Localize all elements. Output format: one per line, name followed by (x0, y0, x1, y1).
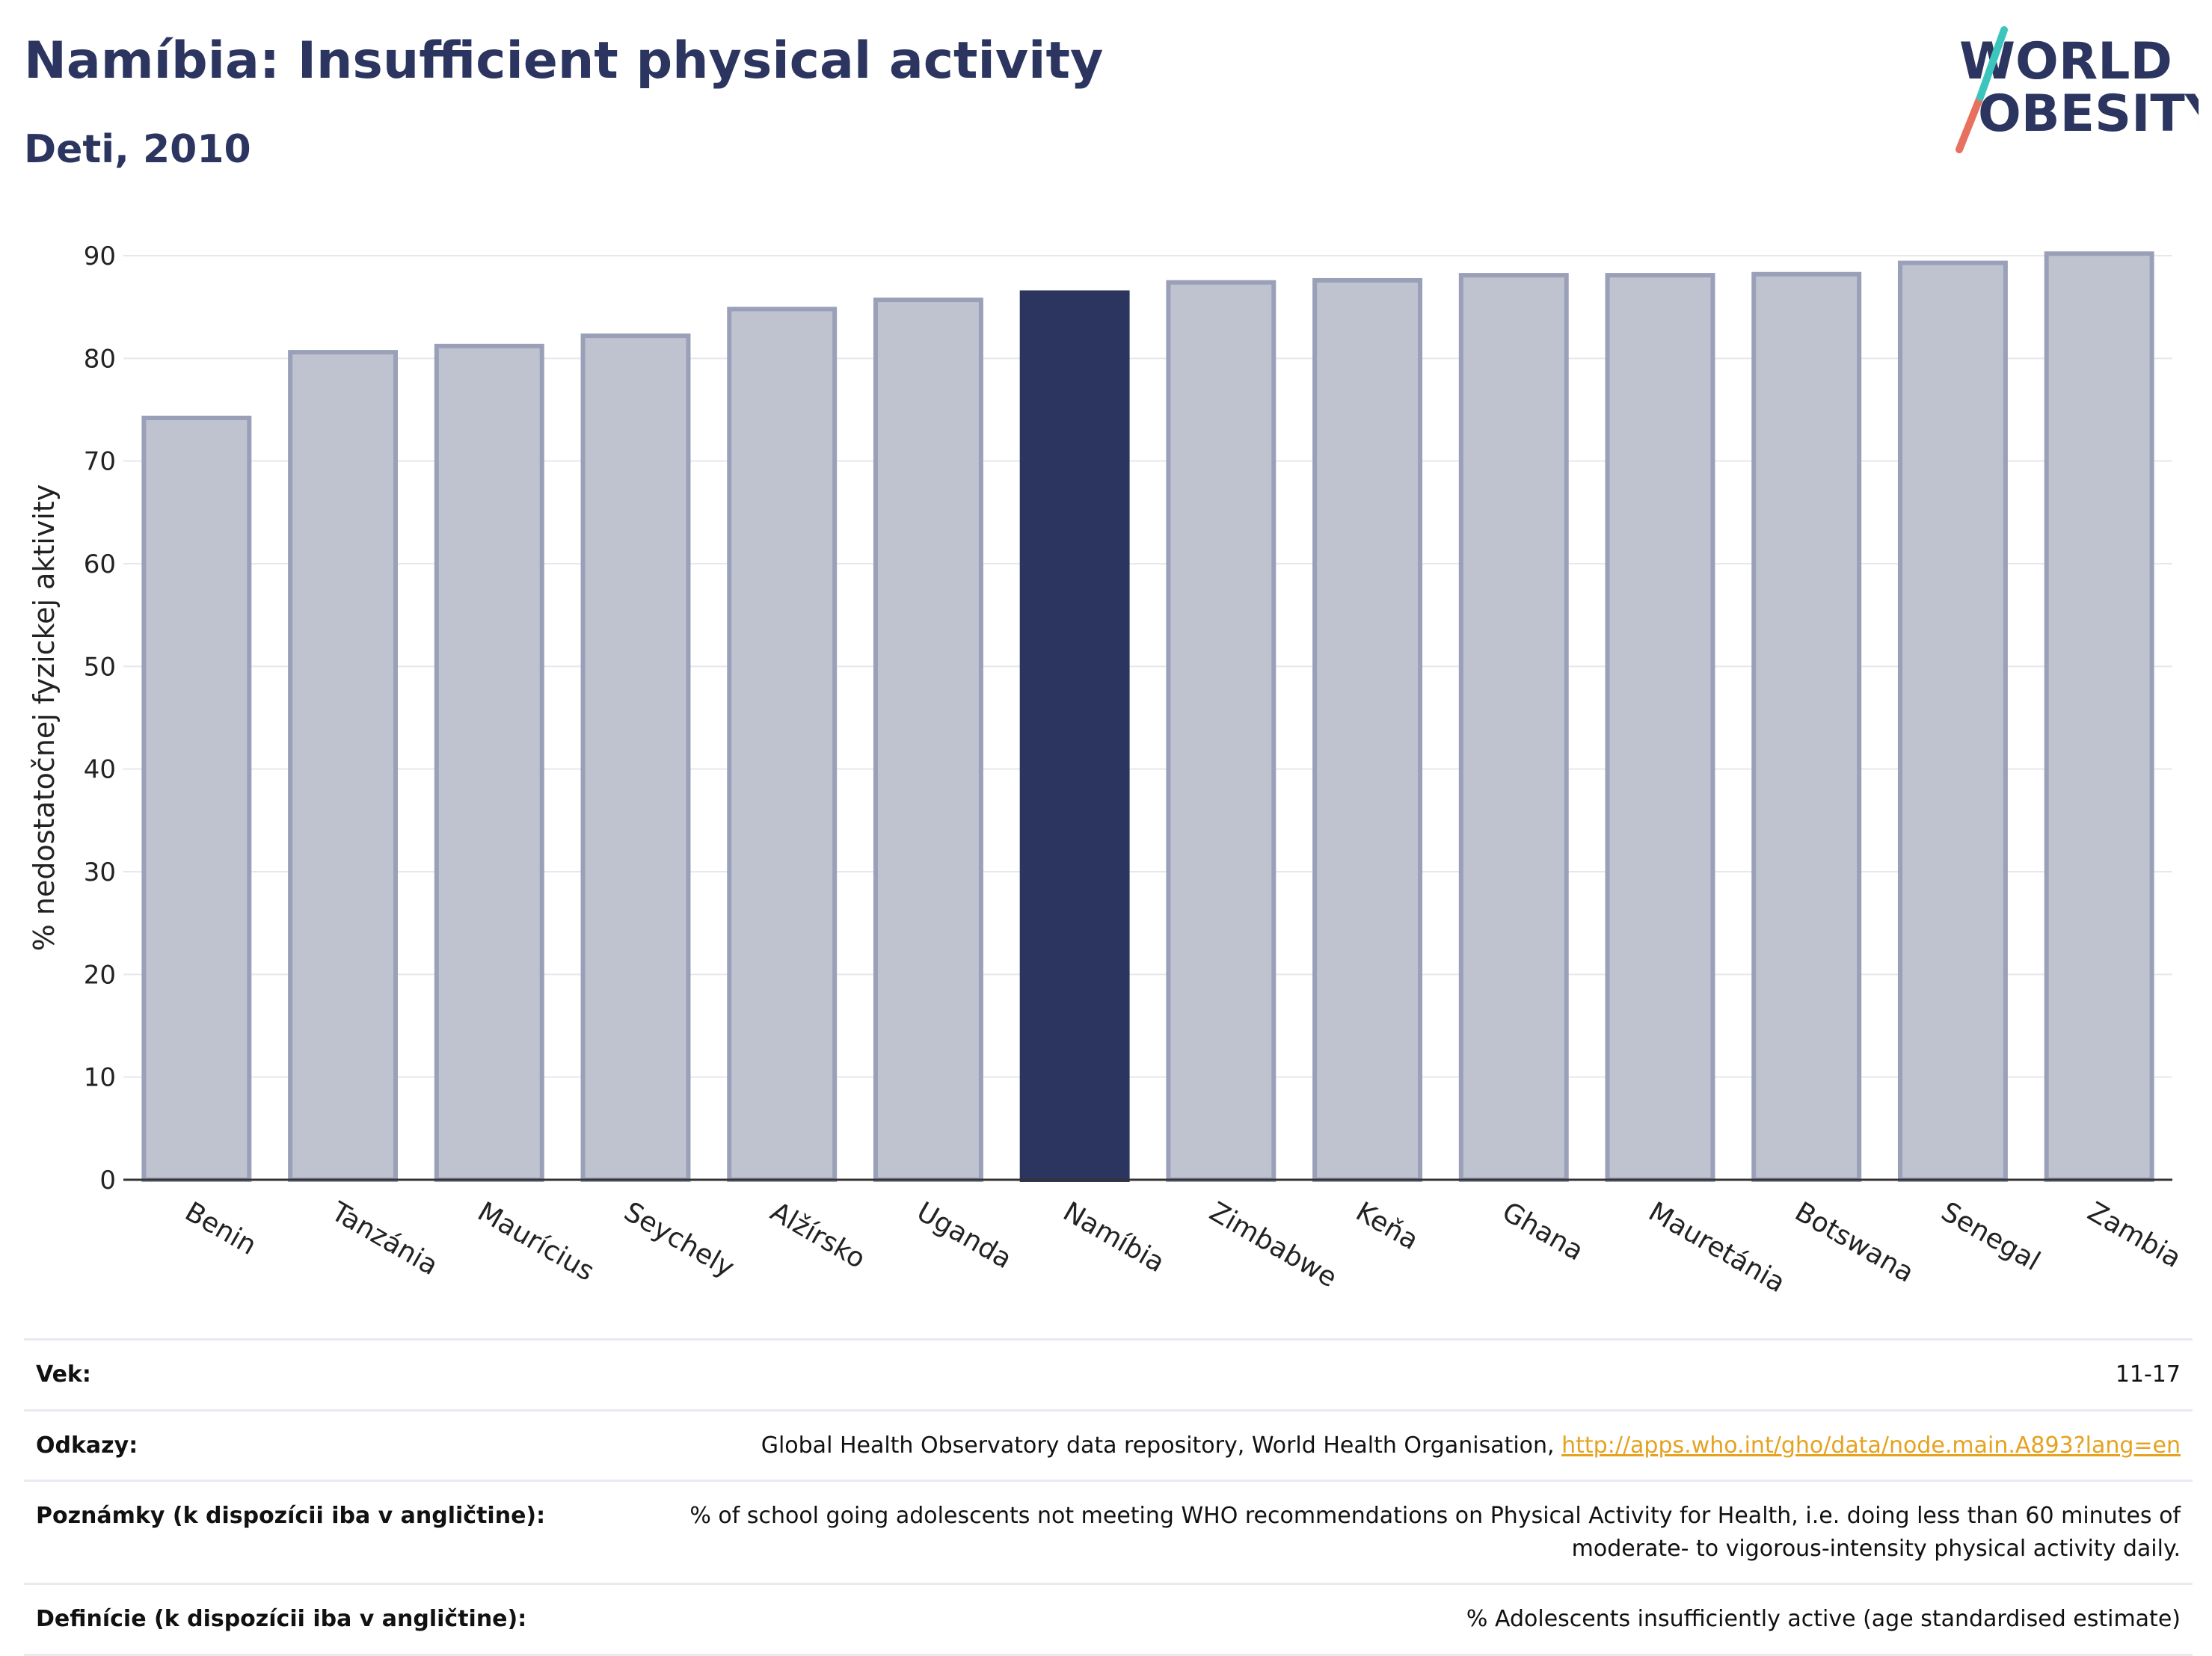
chart-title: Namíbia: Insufficient physical activity (24, 31, 1104, 90)
bar-benin[interactable] (141, 415, 252, 1182)
chart-subtitle: Deti, 2010 (24, 127, 251, 172)
x-tick-label: Alžírsko (765, 1196, 870, 1275)
x-axis-labels: Benin Tanzánia Maurícius Seychely Alžírsko Ug… (179, 1196, 2186, 1299)
y-tick-label: 80 (84, 344, 116, 374)
bar-keňa[interactable] (1312, 277, 1423, 1183)
y-tick-label: 30 (84, 858, 116, 887)
info-value-text: 11-17 (2115, 1361, 2181, 1388)
info-row: Definície (k dispozícii iba v angličtine… (24, 1583, 2193, 1656)
info-value: % Adolescents insufficiently active (age… (616, 1583, 2193, 1656)
x-tick-label: Mauretánia (1644, 1196, 1790, 1299)
bar-maurícius[interactable] (434, 343, 544, 1182)
bar-alžírsko[interactable] (727, 307, 838, 1182)
info-value-text: % Adolescents insufficiently active (age… (1466, 1606, 2181, 1632)
info-key: Poznámky (k dispozícii iba v angličtine)… (24, 1480, 616, 1585)
bar-namíbia[interactable] (1019, 290, 1130, 1183)
info-table: Vek: 11-17 Odkazy: Global Health Observator… (24, 1338, 2193, 1656)
x-tick-label: Ghana (1497, 1196, 1588, 1266)
x-tick-label: Tanzánia (325, 1196, 443, 1281)
info-value: Global Health Observatory data repositor… (616, 1409, 2193, 1482)
info-key: Odkazy: (24, 1409, 616, 1482)
bar-ghana[interactable] (1458, 273, 1569, 1182)
x-tick-label: Botswana (1789, 1196, 1919, 1288)
info-key: Definície (k dispozícii iba v angličtine… (24, 1583, 616, 1656)
bar-seychely[interactable] (580, 333, 691, 1182)
info-value: 11-17 (616, 1338, 2193, 1412)
y-tick-label: 10 (84, 1063, 116, 1093)
x-tick-label: Zambia (2083, 1196, 2187, 1274)
bar-zambia[interactable] (2044, 251, 2154, 1183)
y-tick-label: 50 (84, 652, 116, 682)
info-row: Vek: 11-17 (24, 1338, 2193, 1412)
info-value-text: Global Health Observatory data repositor… (761, 1432, 1555, 1459)
x-tick-label: Maurícius (473, 1196, 600, 1287)
y-tick-label: 40 (84, 755, 116, 785)
x-tick-label: Namíbia (1058, 1196, 1170, 1278)
info-value: % of school going adolescents not meetin… (616, 1480, 2193, 1585)
bar-senegal[interactable] (1897, 260, 2008, 1183)
y-axis-ticks: 0 10 20 30 40 50 60 70 80 90 (84, 241, 116, 1195)
x-tick-label: Keňa (1351, 1196, 1423, 1256)
logo-line2: OBESITY (1978, 84, 2199, 144)
x-tick-label: Seychely (619, 1196, 740, 1284)
y-tick-label: 70 (84, 447, 116, 477)
info-value-text: % of school going adolescents not meetin… (689, 1503, 2181, 1562)
info-row: Odkazy: Global Health Observatory data re… (24, 1409, 2193, 1482)
x-tick-label: Senegal (1936, 1196, 2045, 1277)
y-tick-label: 60 (84, 550, 116, 579)
info-key: Vek: (24, 1338, 616, 1412)
x-tick-label: Benin (179, 1196, 261, 1261)
bar-zimbabwe[interactable] (1166, 280, 1276, 1182)
world-obesity-logo: WORLD OBESITY (1956, 26, 2199, 153)
info-row: Poznámky (k dispozícii iba v angličtine)… (24, 1480, 2193, 1585)
bar-uganda[interactable] (873, 298, 983, 1182)
y-tick-label: 0 (99, 1166, 116, 1195)
bar-chart: 0 10 20 30 40 50 60 70 80 90 Benin Tanzánia Mauríci… (28, 241, 2187, 1299)
x-tick-label: Uganda (912, 1196, 1017, 1275)
source-link[interactable]: http://apps.who.int/gho/data/node.main.A… (1561, 1432, 2181, 1459)
bar-mauretánia[interactable] (1605, 273, 1715, 1182)
y-tick-label: 20 (84, 960, 116, 990)
y-tick-label: 90 (84, 241, 116, 271)
x-tick-label: Zimbabwe (1204, 1196, 1342, 1293)
bar-botswana[interactable] (1751, 271, 1862, 1183)
gridlines (123, 255, 2172, 1181)
bars (141, 251, 2154, 1183)
y-axis-title: % nedostatočnej fyzickej aktivity (28, 484, 61, 952)
bar-tanzánia[interactable] (288, 350, 399, 1182)
